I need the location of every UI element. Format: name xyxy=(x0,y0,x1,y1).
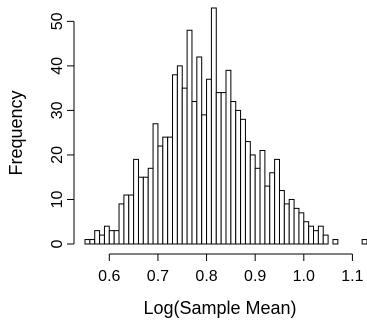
histogram-bar xyxy=(181,87,188,245)
y-tick-label: 0 xyxy=(49,239,66,248)
histogram-bar xyxy=(225,69,232,245)
histogram-bar xyxy=(254,167,261,245)
histogram-bar xyxy=(128,194,135,245)
histogram-bar xyxy=(361,239,367,245)
histogram-bar xyxy=(201,114,208,245)
histogram-bar xyxy=(332,239,339,245)
histogram-bar xyxy=(133,158,139,245)
histogram-bar xyxy=(206,78,212,245)
histogram-bar xyxy=(322,234,329,245)
x-tick-label: 0.8 xyxy=(195,268,217,285)
y-axis-label: Frequency xyxy=(6,90,26,175)
histogram-bar xyxy=(142,176,149,245)
histogram-bar xyxy=(162,136,169,245)
x-axis-label: Log(Sample Mean) xyxy=(143,298,296,318)
histogram-bar xyxy=(118,203,125,245)
histogram-bar xyxy=(283,203,290,245)
x-axis: 0.6 0.7 0.8 0.9 1.0 1.1 xyxy=(98,253,364,285)
histogram-bar xyxy=(240,118,246,245)
histogram-bar xyxy=(278,190,285,245)
histogram-bar xyxy=(176,65,183,245)
histogram-bar xyxy=(137,176,144,245)
x-tick-label: 1.1 xyxy=(341,268,363,285)
histogram-bar xyxy=(172,74,178,245)
histogram-bar xyxy=(157,145,164,245)
y-tick-label: 50 xyxy=(49,12,66,30)
y-tick-label: 10 xyxy=(49,190,66,208)
histogram-bar xyxy=(303,221,310,245)
histogram-bar xyxy=(210,7,217,245)
y-tick-label: 20 xyxy=(49,146,66,164)
histogram-bar xyxy=(152,123,159,245)
histogram-bar xyxy=(288,198,295,245)
x-tick-label: 0.9 xyxy=(244,268,266,285)
histogram-bar xyxy=(99,234,105,245)
histogram-bar xyxy=(84,239,91,245)
histogram-bar xyxy=(103,225,110,245)
histogram-bar xyxy=(89,239,96,245)
histogram-bar xyxy=(220,92,227,245)
x-tick-label: 0.7 xyxy=(147,268,169,285)
histogram-bar xyxy=(196,56,203,245)
histogram-bar xyxy=(94,230,101,245)
histogram-bar xyxy=(167,136,174,245)
histogram-bars xyxy=(84,7,367,245)
histogram-bar xyxy=(191,101,198,245)
y-tick-label: 30 xyxy=(49,101,66,119)
histogram-bar xyxy=(215,92,222,245)
histogram-bar xyxy=(313,230,319,245)
histogram-bar xyxy=(264,185,271,245)
histogram-bar xyxy=(108,230,115,245)
x-tick-label: 1.0 xyxy=(293,268,315,285)
histogram-bar xyxy=(259,149,266,245)
histogram-bar xyxy=(308,225,315,245)
histogram-bar xyxy=(186,29,193,245)
histogram-bar xyxy=(274,158,280,245)
histogram-bar xyxy=(249,154,256,245)
x-tick-label: 0.6 xyxy=(98,268,120,285)
histogram-bar xyxy=(123,194,130,245)
histogram-bar xyxy=(298,212,305,245)
histogram-bar xyxy=(293,207,300,245)
histogram-bar xyxy=(235,109,242,245)
histogram-bar xyxy=(230,101,237,245)
histogram-bar xyxy=(147,167,154,245)
histogram-bar xyxy=(244,141,251,245)
y-tick-label: 40 xyxy=(49,57,66,75)
histogram-bar xyxy=(113,230,120,245)
histogram-bar xyxy=(269,172,276,245)
y-axis: 0 10 20 30 40 50 xyxy=(49,12,75,248)
histogram-bar xyxy=(317,225,324,245)
